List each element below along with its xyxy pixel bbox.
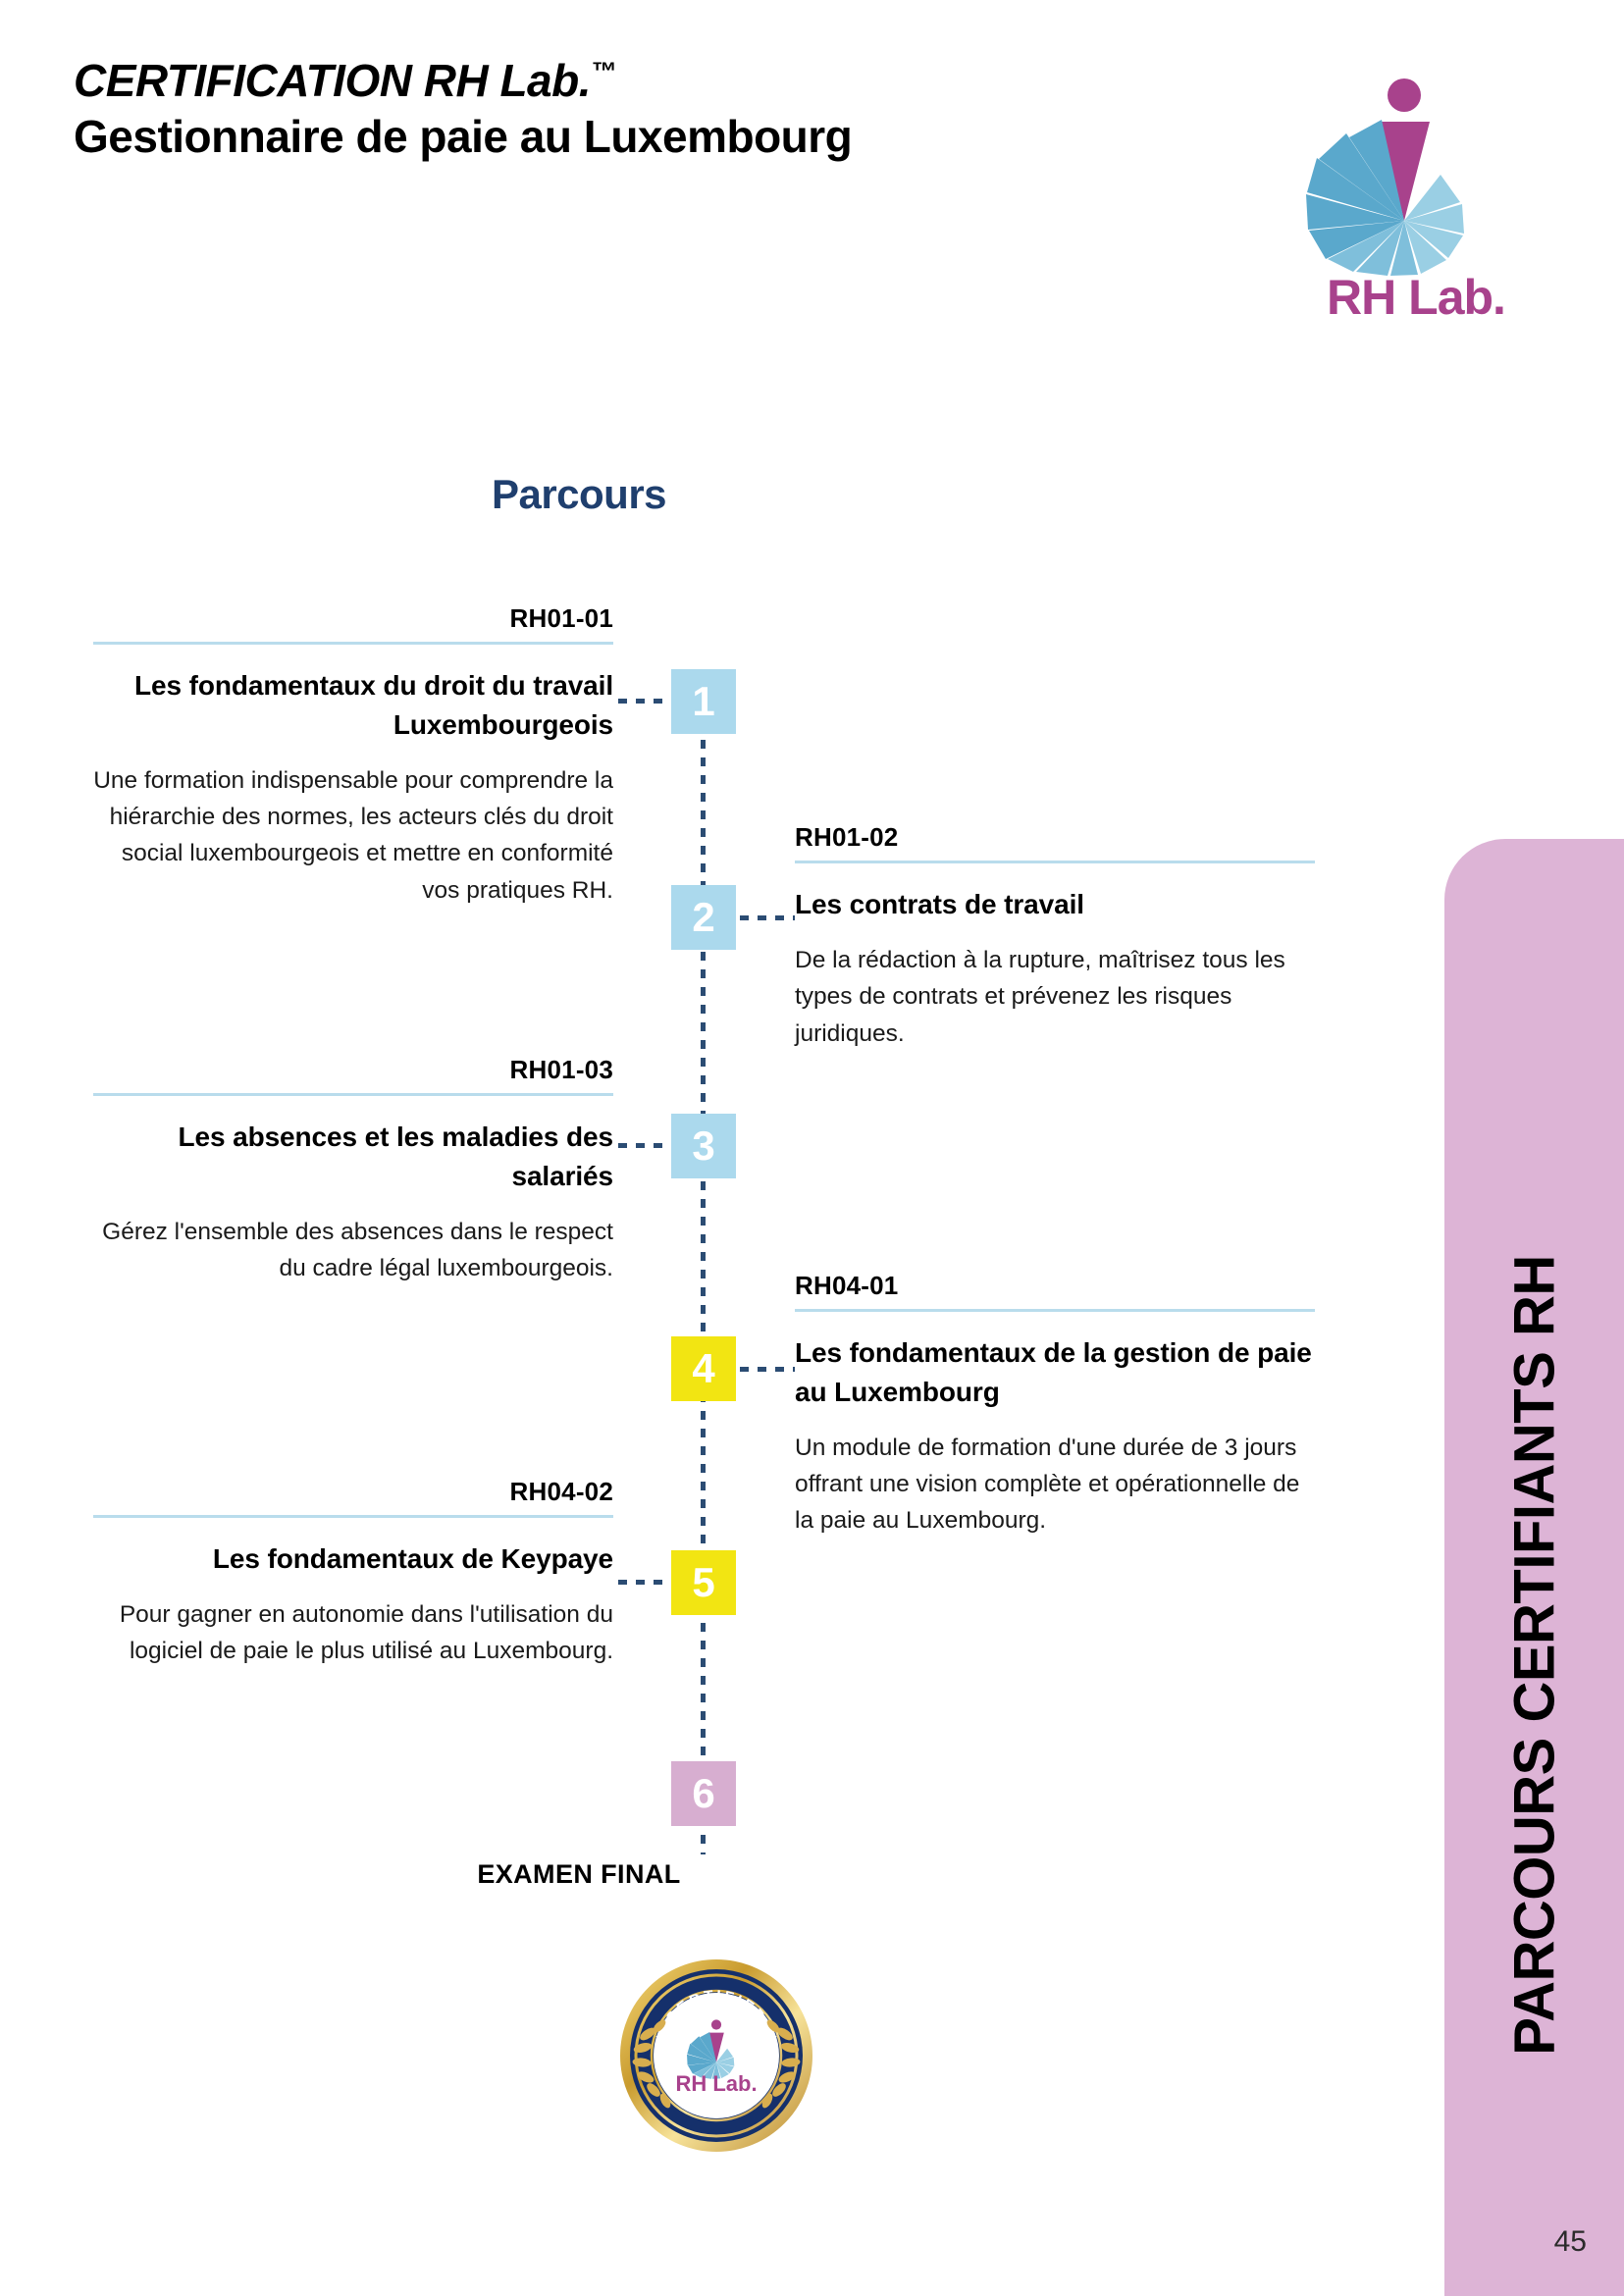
item-description: Pour gagner en autonomie dans l'utilisat… <box>119 1600 613 1665</box>
item-rule <box>93 1093 613 1096</box>
item-description: Gérez l'ensemble des absences dans le re… <box>102 1218 613 1281</box>
badge-number: 3 <box>692 1122 715 1169</box>
brand-logo: RH Lab. <box>1293 61 1568 345</box>
timeline-item-1: RH01-01 Les fondamentaux du droit du tra… <box>93 603 613 909</box>
item-title: Les contrats de travail <box>795 889 1084 919</box>
badge-number: 6 <box>692 1770 715 1816</box>
badge-number: 1 <box>692 678 715 724</box>
page-title: CERTIFICATION RH Lab.™ Gestionnaire de p… <box>74 54 878 166</box>
timeline-item-4: RH04-01 Les fondamentaux de la gestion d… <box>795 1271 1315 1539</box>
side-tab-label: PARCOURS CERTIFIANTS RH <box>1502 1254 1566 2056</box>
certification-title-line: CERTIFICATION RH Lab.™ <box>74 54 878 107</box>
item-code: RH04-02 <box>509 1477 613 1506</box>
item-description: De la rédaction à la rupture, maîtrisez … <box>795 946 1285 1047</box>
item-code: RH01-03 <box>509 1055 613 1084</box>
badge-number: 2 <box>692 894 715 940</box>
timeline-badge-5: 5 <box>671 1550 736 1615</box>
certified-seal-icon: CERTIFIED <box>620 1959 812 2152</box>
item-title: Les fondamentaux de la gestion de paie a… <box>795 1337 1312 1407</box>
item-code: RH01-01 <box>509 603 613 633</box>
item-description: Un module de formation d'une durée de 3 … <box>795 1434 1300 1535</box>
logo-wordmark: RH Lab. <box>1327 270 1506 325</box>
timeline-item-3: RH01-03 Les absences et les maladies des… <box>93 1055 613 1286</box>
item-title: Les fondamentaux du droit du travail Lux… <box>133 670 613 740</box>
item-rule <box>795 1309 1315 1312</box>
timeline-badge-2: 2 <box>671 885 736 950</box>
timeline-badge-1: 1 <box>671 669 736 734</box>
seal-wordmark: RH Lab. <box>675 2071 757 2096</box>
item-code: RH04-01 <box>795 1271 899 1300</box>
section-heading-parcours: Parcours <box>491 471 667 517</box>
timeline-badge-4: 4 <box>671 1336 736 1401</box>
item-rule <box>795 861 1315 863</box>
connector-dotted-5 <box>618 1580 673 1585</box>
badge-number: 4 <box>692 1345 715 1391</box>
badge-number: 5 <box>692 1559 715 1605</box>
item-title: Les fondamentaux de Keypaye <box>212 1543 613 1574</box>
item-code: RH01-02 <box>795 822 899 852</box>
item-rule <box>93 1515 613 1518</box>
connector-dotted-4 <box>740 1367 795 1372</box>
timeline-item-2: RH01-02 Les contrats de travail De la ré… <box>795 822 1315 1052</box>
item-rule <box>93 642 613 645</box>
timeline: RH01-01 Les fondamentaux du droit du tra… <box>93 603 1315 1889</box>
certification-title-text: CERTIFICATION RH Lab. <box>74 55 592 106</box>
connector-dotted-2 <box>740 915 795 920</box>
connector-dotted-3 <box>618 1143 673 1148</box>
timeline-badge-6: 6 <box>671 1761 736 1826</box>
page-number: 45 <box>1553 2225 1587 2258</box>
rh-lab-fan-logo-icon <box>1306 78 1464 276</box>
trademark-symbol: ™ <box>591 56 616 86</box>
timeline-spine-dotted-line <box>701 687 706 1854</box>
exam-final-label: EXAMEN FINAL <box>477 1859 681 1889</box>
item-description: Une formation indispensable pour compren… <box>93 766 613 904</box>
item-title: Les absences et les maladies des salarié… <box>178 1122 613 1191</box>
side-tab: PARCOURS CERTIFIANTS RH 45 <box>1444 839 1624 2296</box>
connector-dotted-1 <box>618 699 673 704</box>
timeline-badge-3: 3 <box>671 1114 736 1178</box>
program-title: Gestionnaire de paie au Luxembourg <box>74 111 853 163</box>
timeline-item-5: RH04-02 Les fondamentaux de Keypaye Pour… <box>93 1477 613 1670</box>
